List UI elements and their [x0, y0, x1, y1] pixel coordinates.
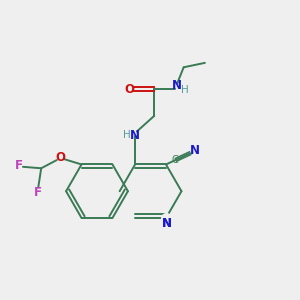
Text: N: N [162, 217, 172, 230]
Text: F: F [15, 159, 23, 172]
Text: N: N [190, 144, 200, 158]
Text: C: C [171, 155, 178, 165]
Text: H: H [181, 85, 189, 95]
Text: N: N [162, 217, 172, 230]
Text: N: N [172, 79, 182, 92]
Text: F: F [34, 186, 42, 199]
Text: O: O [124, 83, 134, 96]
Text: O: O [55, 152, 65, 164]
Text: N: N [130, 128, 140, 142]
Text: H: H [123, 130, 131, 140]
